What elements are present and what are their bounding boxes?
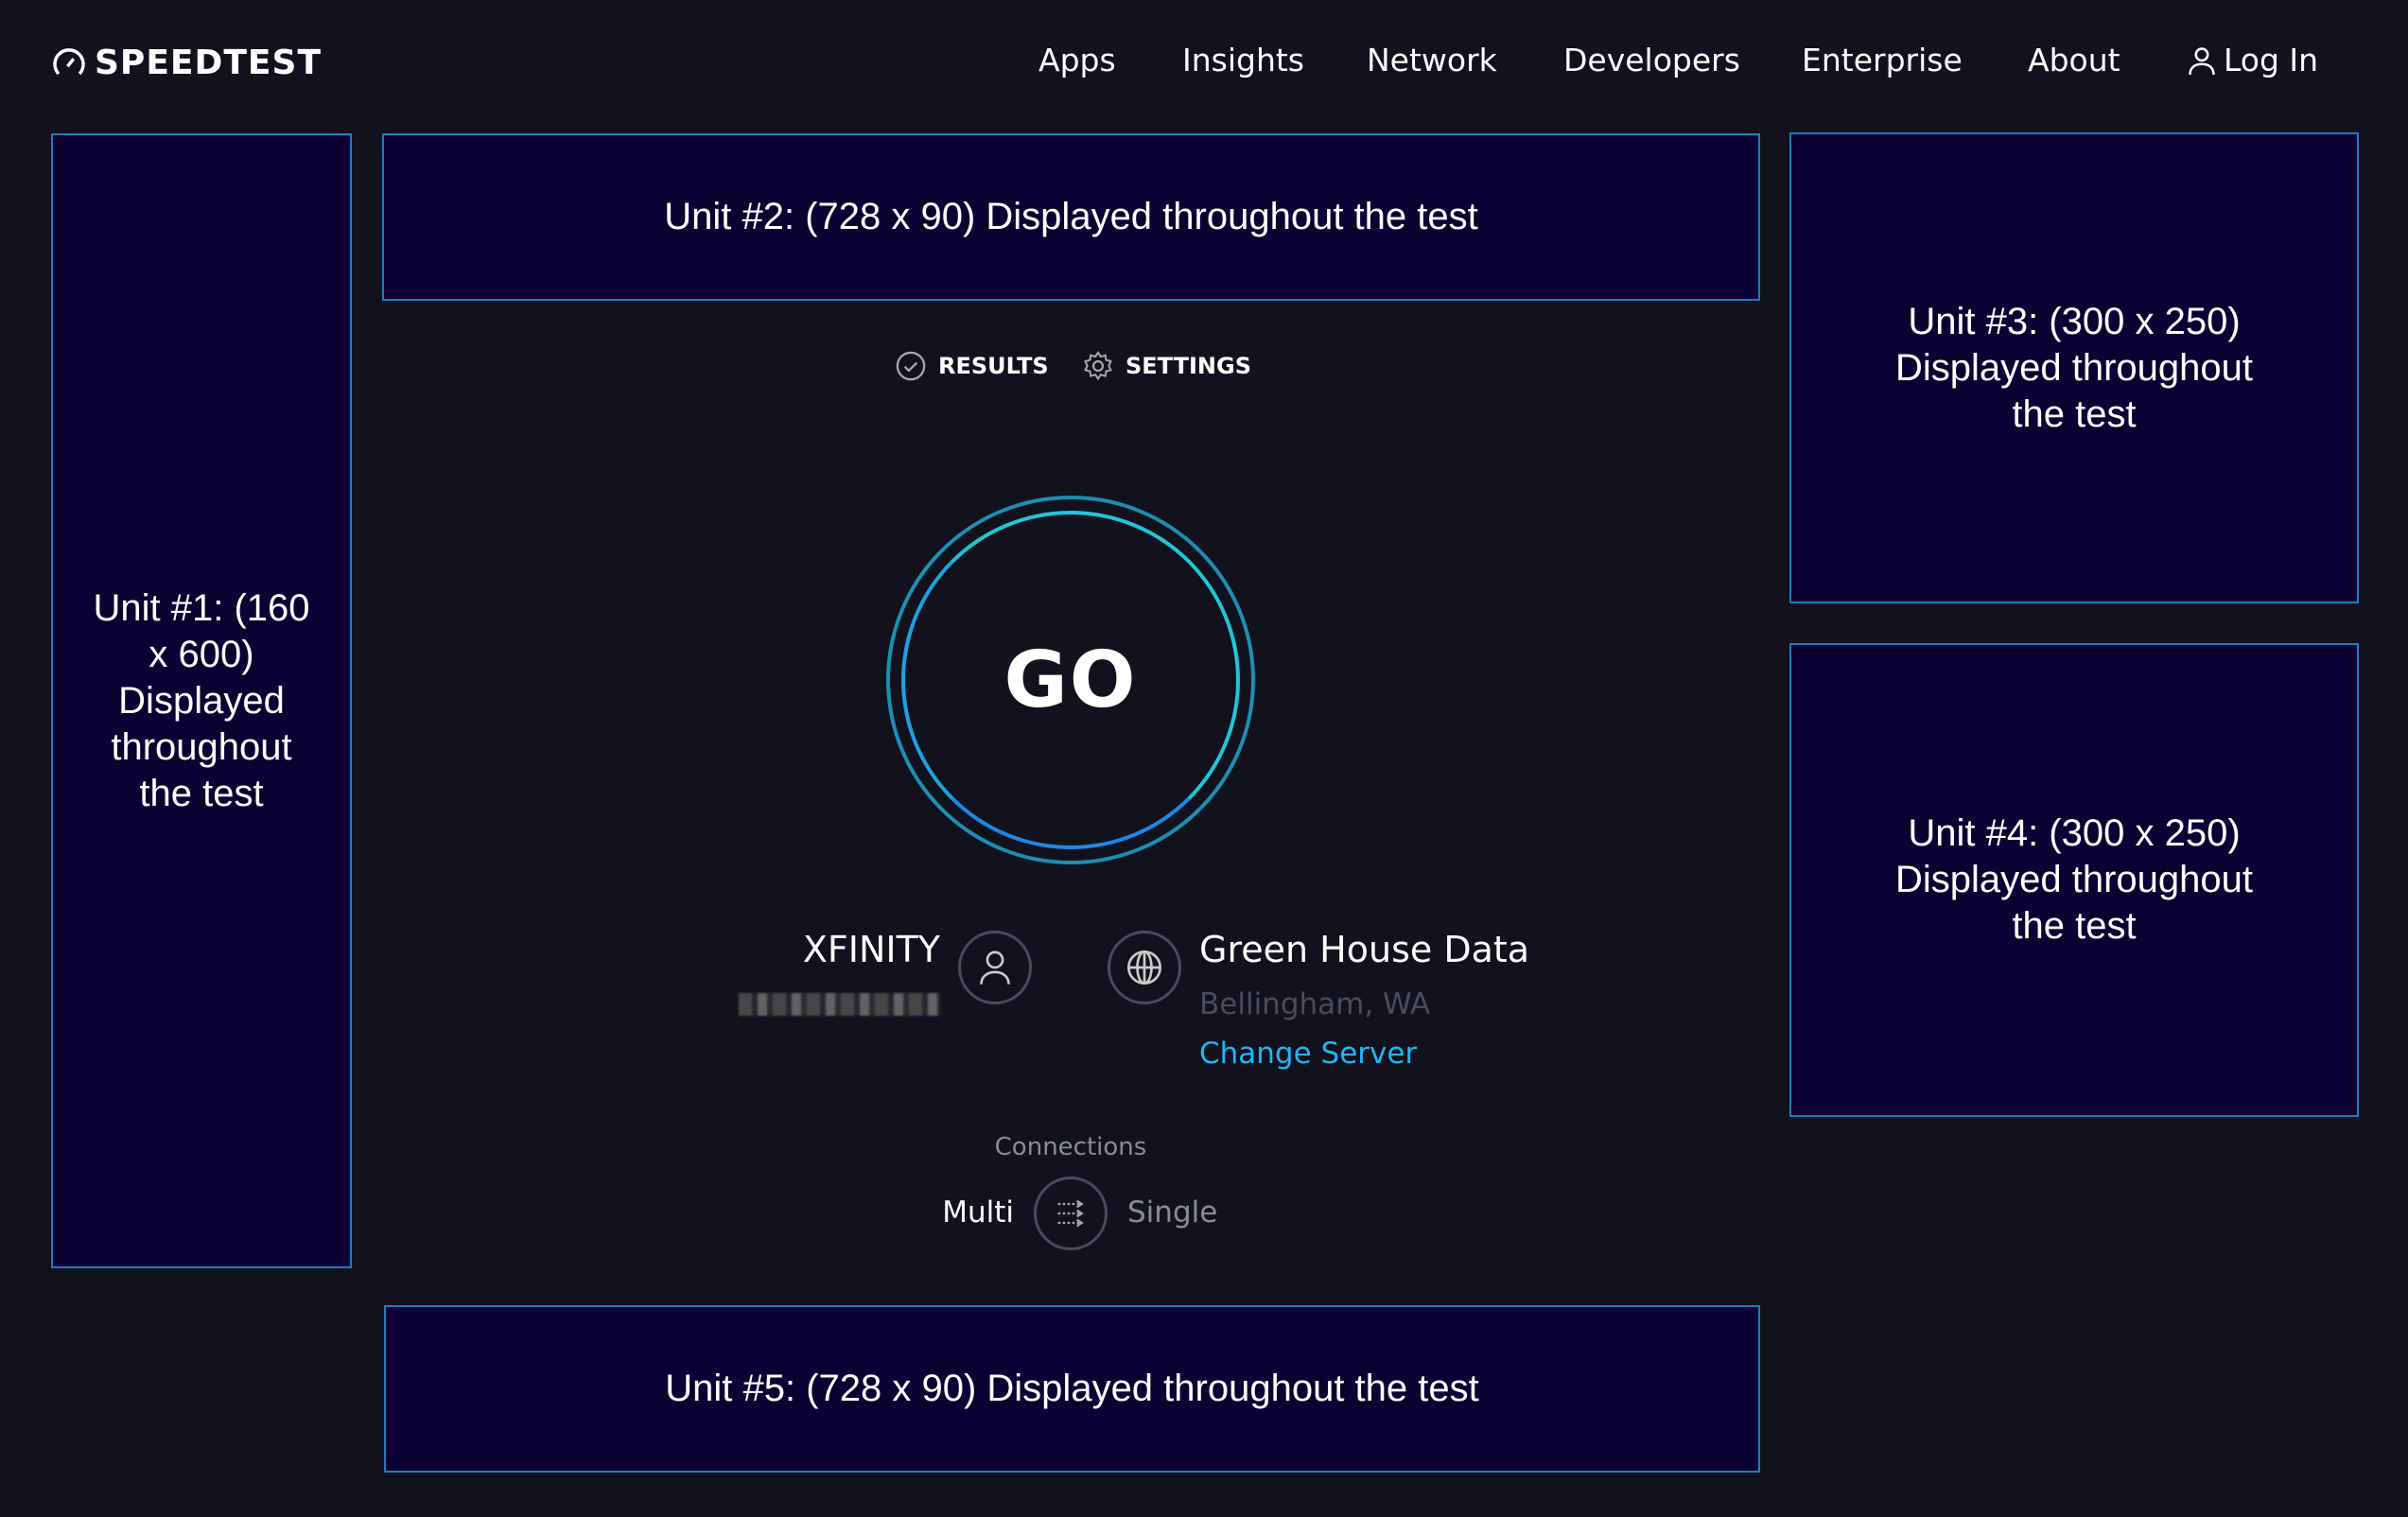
isp-user-icon xyxy=(958,931,1032,1004)
check-circle-icon xyxy=(896,351,926,381)
connections-toggle[interactable] xyxy=(1034,1177,1108,1250)
server-location: Bellingham, WA xyxy=(1199,987,1431,1021)
redacted-ip xyxy=(739,993,940,1016)
nav-about[interactable]: About xyxy=(2028,42,2120,78)
nav-developers[interactable]: Developers xyxy=(1563,42,1740,78)
go-label: GO xyxy=(901,511,1240,849)
server-globe-icon[interactable] xyxy=(1108,931,1181,1004)
user-icon xyxy=(2189,46,2215,75)
speedtest-logo[interactable]: SPEEDTEST xyxy=(51,44,322,82)
change-server-link[interactable]: Change Server xyxy=(1199,1037,1418,1071)
nav-enterprise[interactable]: Enterprise xyxy=(1802,42,1963,78)
server-name: Green House Data xyxy=(1199,929,1530,970)
ad-unit-1[interactable]: Unit #1: (160 x 600) Displayed throughou… xyxy=(51,133,352,1268)
multi-arrows-icon xyxy=(1057,1199,1084,1228)
login-label: Log In xyxy=(2224,42,2319,78)
login-link[interactable]: Log In xyxy=(2188,42,2318,78)
results-label: RESULTS xyxy=(938,353,1049,379)
nav-network[interactable]: Network xyxy=(1367,42,1497,78)
connections-single[interactable]: Single xyxy=(1127,1195,1218,1229)
tab-settings[interactable]: SETTINGS xyxy=(1082,350,1251,382)
brand-name: SPEEDTEST xyxy=(95,44,323,82)
isp-name: XFINITY xyxy=(802,929,940,970)
nav-apps[interactable]: Apps xyxy=(1038,42,1116,78)
ad-unit-2[interactable]: Unit #2: (728 x 90) Displayed throughout… xyxy=(382,133,1760,301)
tab-results[interactable]: RESULTS xyxy=(895,350,1049,382)
go-button[interactable]: GO xyxy=(886,496,1255,864)
settings-label: SETTINGS xyxy=(1125,353,1251,379)
ad-unit-3[interactable]: Unit #3: (300 x 250) Displayed throughou… xyxy=(1789,132,2359,603)
nav-insights[interactable]: Insights xyxy=(1182,42,1305,78)
gear-icon xyxy=(1084,351,1112,381)
ad-unit-5[interactable]: Unit #5: (728 x 90) Displayed throughout… xyxy=(384,1305,1760,1473)
ad-unit-4[interactable]: Unit #4: (300 x 250) Displayed throughou… xyxy=(1789,643,2359,1117)
connections-label: Connections xyxy=(994,1133,1147,1161)
connections-multi[interactable]: Multi xyxy=(942,1195,1014,1229)
gauge-icon xyxy=(53,47,85,75)
